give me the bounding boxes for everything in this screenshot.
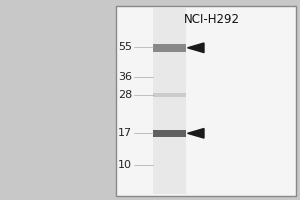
Text: NCI-H292: NCI-H292 <box>184 13 239 26</box>
Bar <box>153 130 186 137</box>
Bar <box>116 6 296 196</box>
Text: 28: 28 <box>118 90 132 100</box>
Polygon shape <box>188 43 204 53</box>
Bar <box>153 44 186 52</box>
Text: 55: 55 <box>118 42 132 52</box>
Bar <box>153 8 186 194</box>
Text: 17: 17 <box>118 128 132 138</box>
Text: 10: 10 <box>118 160 132 170</box>
Polygon shape <box>188 128 204 138</box>
Bar <box>153 93 186 97</box>
Text: 36: 36 <box>118 72 132 82</box>
